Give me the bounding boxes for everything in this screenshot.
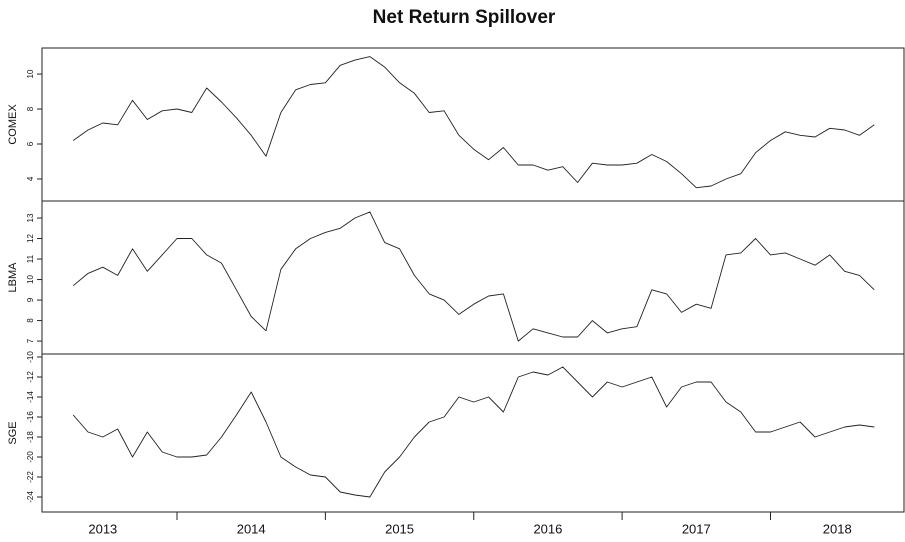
x-tick-label: 2015: [385, 521, 414, 536]
series-line: [72, 366, 875, 498]
y-tick-label: 10: [26, 69, 35, 78]
y-tick-label: -18: [26, 431, 35, 443]
x-tick-label: 2013: [88, 521, 117, 536]
y-tick-label: 7: [26, 338, 35, 343]
x-tick-label: 2016: [533, 521, 562, 536]
y-axis-label: SGE: [7, 421, 19, 444]
y-tick-label: 10: [26, 275, 35, 284]
y-tick-label: -12: [26, 371, 35, 383]
y-tick-label: -20: [26, 451, 35, 463]
series-line: [72, 56, 875, 189]
y-tick-label: -14: [26, 391, 35, 403]
x-tick-label: 2018: [823, 521, 852, 536]
panel-frame: [41, 200, 905, 355]
y-tick-label: 11: [26, 254, 35, 263]
y-tick-label: 6: [26, 141, 35, 146]
y-tick-label: -22: [26, 471, 35, 483]
y-tick-label: 8: [26, 106, 35, 111]
panel-frame: [41, 47, 905, 202]
y-tick-label: -10: [26, 351, 35, 363]
y-tick-label: 9: [26, 297, 35, 302]
x-tick-label: 2017: [682, 521, 711, 536]
chart-title: Net Return Spillover: [373, 7, 556, 28]
y-axis-label: LBMA: [7, 262, 19, 293]
y-axis-label: COMEX: [7, 104, 19, 145]
y-tick-label: -16: [26, 411, 35, 423]
y-tick-label: 12: [26, 234, 35, 243]
x-tick-label: 2014: [237, 521, 266, 536]
y-tick-label: 8: [26, 318, 35, 323]
panel-frame: [41, 353, 905, 513]
y-tick-label: -24: [26, 491, 35, 503]
y-tick-label: 13: [26, 213, 35, 222]
series-line: [72, 211, 875, 342]
y-tick-label: 4: [26, 176, 35, 181]
